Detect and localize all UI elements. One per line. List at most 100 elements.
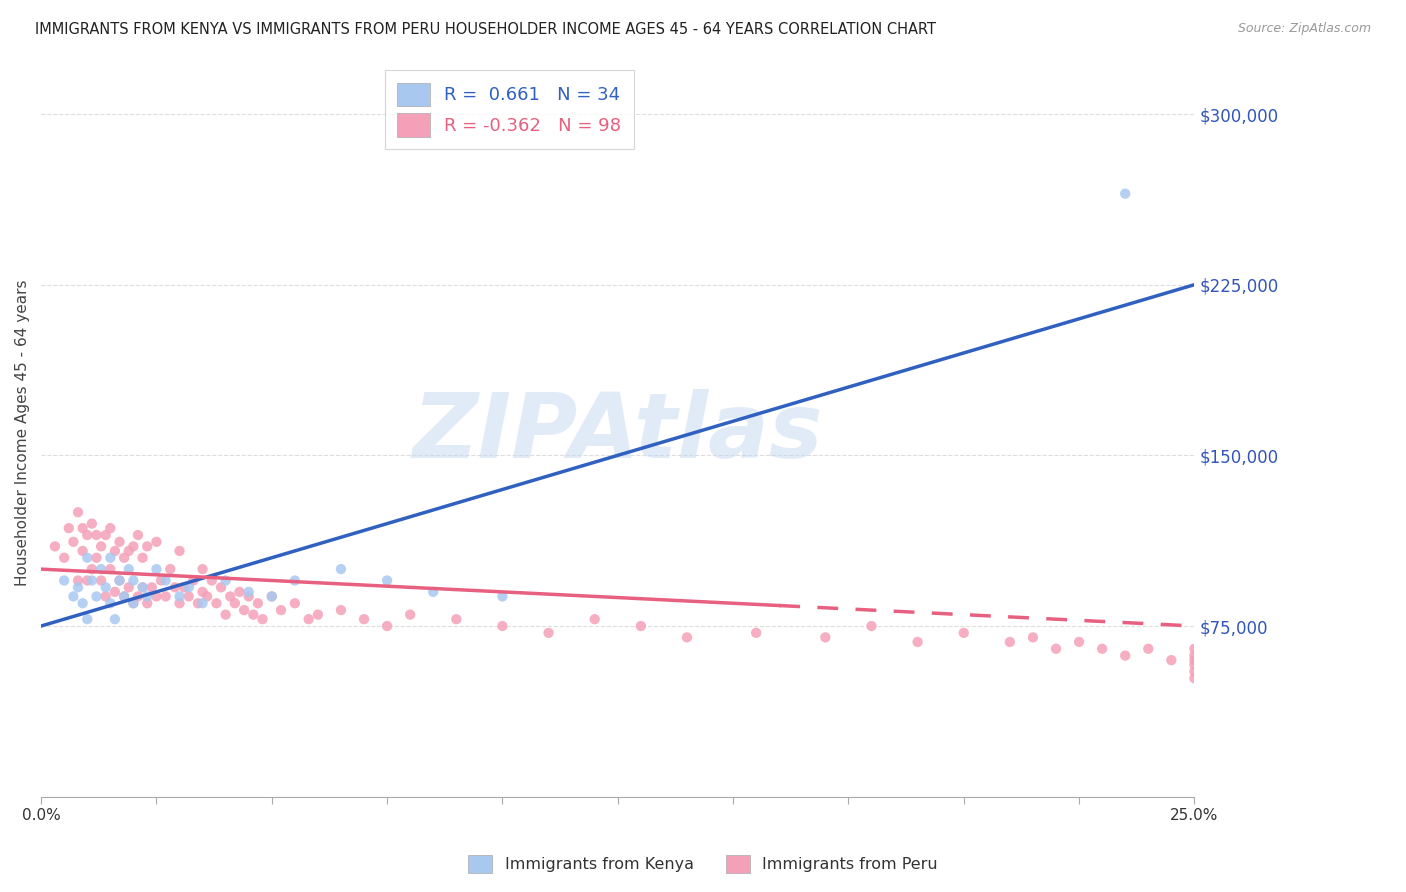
Point	[145, 562, 167, 576]
Point	[127, 590, 149, 604]
Point	[260, 590, 283, 604]
Point	[195, 590, 218, 604]
Point	[131, 580, 153, 594]
Point	[53, 574, 76, 588]
Point	[998, 635, 1021, 649]
Point	[353, 612, 375, 626]
Point	[814, 631, 837, 645]
Point	[860, 619, 883, 633]
Point	[141, 580, 163, 594]
Point	[94, 590, 117, 604]
Point	[104, 585, 127, 599]
Point	[214, 607, 236, 622]
Point	[86, 590, 108, 604]
Point	[80, 574, 103, 588]
Point	[1184, 657, 1206, 672]
Point	[62, 590, 84, 604]
Point	[1184, 648, 1206, 663]
Point	[72, 544, 94, 558]
Point	[108, 574, 131, 588]
Point	[1184, 641, 1206, 656]
Point	[86, 550, 108, 565]
Point	[242, 607, 264, 622]
Point	[136, 540, 159, 554]
Point	[1022, 631, 1045, 645]
Point	[122, 540, 145, 554]
Point	[44, 540, 66, 554]
Point	[145, 534, 167, 549]
Point	[177, 580, 200, 594]
Text: IMMIGRANTS FROM KENYA VS IMMIGRANTS FROM PERU HOUSEHOLDER INCOME AGES 45 - 64 YE: IMMIGRANTS FROM KENYA VS IMMIGRANTS FROM…	[35, 22, 936, 37]
Point	[298, 612, 321, 626]
Point	[122, 596, 145, 610]
Point	[122, 574, 145, 588]
Point	[104, 544, 127, 558]
Point	[1160, 653, 1182, 667]
Point	[228, 585, 250, 599]
Point	[145, 590, 167, 604]
Point	[307, 607, 329, 622]
Point	[238, 585, 260, 599]
Point	[108, 534, 131, 549]
Point	[76, 528, 98, 542]
Point	[118, 580, 141, 594]
Point	[58, 521, 80, 535]
Point	[177, 590, 200, 604]
Point	[246, 596, 269, 610]
Point	[90, 574, 112, 588]
Point	[98, 550, 121, 565]
Point	[491, 619, 513, 633]
Point	[676, 631, 699, 645]
Point	[1184, 665, 1206, 679]
Point	[446, 612, 468, 626]
Point	[155, 574, 177, 588]
Point	[163, 580, 186, 594]
Point	[80, 516, 103, 531]
Point	[169, 544, 191, 558]
Point	[131, 550, 153, 565]
Point	[745, 625, 768, 640]
Point	[72, 521, 94, 535]
Point	[136, 596, 159, 610]
Point	[260, 590, 283, 604]
Point	[1184, 653, 1206, 667]
Point	[53, 550, 76, 565]
Point	[399, 607, 422, 622]
Point	[1114, 648, 1136, 663]
Point	[1184, 671, 1206, 685]
Point	[537, 625, 560, 640]
Point	[219, 590, 242, 604]
Point	[491, 590, 513, 604]
Point	[284, 574, 307, 588]
Text: Source: ZipAtlas.com: Source: ZipAtlas.com	[1237, 22, 1371, 36]
Point	[187, 596, 209, 610]
Point	[952, 625, 974, 640]
Point	[214, 574, 236, 588]
Point	[169, 590, 191, 604]
Point	[191, 596, 214, 610]
Point	[183, 574, 205, 588]
Y-axis label: Householder Income Ages 45 - 64 years: Householder Income Ages 45 - 64 years	[15, 279, 30, 586]
Point	[284, 596, 307, 610]
Point	[90, 562, 112, 576]
Point	[136, 590, 159, 604]
Point	[122, 596, 145, 610]
Point	[112, 590, 135, 604]
Point	[224, 596, 246, 610]
Text: ZIPAtlas: ZIPAtlas	[412, 389, 823, 476]
Point	[169, 596, 191, 610]
Point	[1091, 641, 1114, 656]
Point	[66, 580, 89, 594]
Point	[205, 596, 228, 610]
Point	[233, 603, 256, 617]
Point	[150, 574, 173, 588]
Point	[1067, 635, 1090, 649]
Legend: Immigrants from Kenya, Immigrants from Peru: Immigrants from Kenya, Immigrants from P…	[461, 848, 945, 880]
Point	[131, 580, 153, 594]
Point	[94, 580, 117, 594]
Point	[191, 585, 214, 599]
Point	[94, 528, 117, 542]
Point	[422, 585, 444, 599]
Point	[375, 619, 398, 633]
Point	[252, 612, 274, 626]
